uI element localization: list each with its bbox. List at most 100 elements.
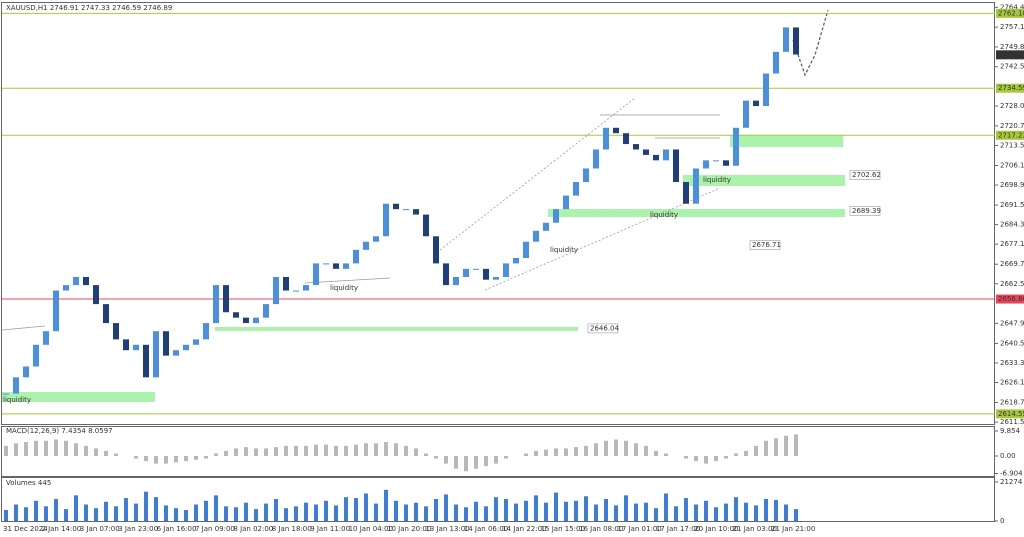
x-tick-label: 8 Jan 18:00 <box>272 525 312 533</box>
candle <box>593 149 599 169</box>
level-tag <box>996 294 1024 304</box>
bar <box>294 445 298 457</box>
candle <box>643 149 649 155</box>
candle <box>713 160 719 162</box>
bar <box>54 499 58 521</box>
x-tick-label: 10 Jan 04:00 <box>349 525 393 533</box>
price-panel <box>1 2 995 425</box>
bar <box>644 502 648 521</box>
x-tick-label: 21 Jan 03:00 <box>733 525 777 533</box>
bar <box>544 449 548 457</box>
bar <box>234 448 238 457</box>
bar <box>34 440 38 457</box>
bar <box>374 443 378 457</box>
candle <box>323 263 329 265</box>
y-tick-label: 2669.70 <box>1000 260 1024 268</box>
bar <box>184 456 188 462</box>
candle <box>743 100 749 128</box>
bar <box>434 456 438 459</box>
bar <box>744 450 748 457</box>
bar <box>184 510 188 521</box>
bar <box>64 440 68 457</box>
bar <box>624 440 628 457</box>
bar <box>694 456 698 462</box>
candle <box>353 249 359 264</box>
bar <box>74 443 78 457</box>
bar <box>614 505 618 521</box>
price-tag <box>587 323 619 334</box>
bar <box>484 506 488 521</box>
bar <box>654 508 658 521</box>
bar <box>104 450 108 457</box>
zone <box>215 327 578 331</box>
macd-panel <box>1 426 995 477</box>
candle <box>163 331 169 356</box>
bar <box>54 439 58 457</box>
candle <box>773 51 779 74</box>
bar <box>314 504 318 521</box>
y-tick-label: 2647.90 <box>1000 319 1024 327</box>
x-tick-label: 15 Jan 15:00 <box>541 525 585 533</box>
candle <box>693 168 699 204</box>
bar <box>224 450 228 457</box>
candle <box>193 339 199 345</box>
candle <box>243 317 249 324</box>
bar <box>344 445 348 457</box>
candle <box>283 276 289 291</box>
bar <box>774 499 778 521</box>
candle <box>513 257 519 264</box>
bar <box>464 456 468 472</box>
candle <box>313 263 319 286</box>
x-tick-label: 14 Jan 22:00 <box>502 525 546 533</box>
candle <box>663 149 669 161</box>
y-tick-label: 2749.80 <box>1000 43 1024 51</box>
bar <box>674 506 678 521</box>
bar <box>544 502 548 521</box>
candle <box>33 344 39 367</box>
bar <box>734 497 738 521</box>
bar <box>284 508 288 521</box>
bar <box>84 445 88 457</box>
y-tick-label: 2662.50 <box>1000 280 1024 288</box>
zone <box>730 135 843 147</box>
bar <box>4 445 8 457</box>
level-tag <box>996 130 1024 140</box>
price-tag <box>849 170 881 180</box>
bar <box>484 456 488 467</box>
candle <box>683 182 689 204</box>
candle <box>483 268 489 280</box>
channel-line <box>484 187 721 291</box>
bar <box>474 456 478 469</box>
candle <box>13 377 19 394</box>
bar <box>244 502 248 521</box>
candle <box>673 149 679 183</box>
level-label: 2762.18 <box>998 9 1024 17</box>
bar <box>614 439 618 457</box>
x-tick-label: 16 Jan 08:00 <box>579 525 623 533</box>
bar <box>604 440 608 457</box>
price-tag-label: 2676.71 <box>752 241 781 249</box>
bar <box>664 493 668 521</box>
candle <box>43 331 49 345</box>
y-tick-label: 2684.30 <box>1000 221 1024 229</box>
bar <box>414 502 418 521</box>
bar <box>354 498 358 521</box>
bar <box>164 505 168 521</box>
candle <box>233 312 239 318</box>
bar <box>454 456 458 469</box>
bar <box>94 448 98 457</box>
bar <box>14 504 18 521</box>
bar <box>454 504 458 521</box>
x-tick-label: 9 Jan 11:00 <box>310 525 350 533</box>
bar <box>564 448 568 457</box>
bar <box>764 499 768 521</box>
level-label: 2656.86 <box>998 295 1024 303</box>
x-tick-label: 2 Jan 14:00 <box>41 525 81 533</box>
candle <box>373 236 379 242</box>
bar <box>394 500 398 521</box>
candle <box>763 73 769 107</box>
candle <box>383 203 389 237</box>
candle <box>143 344 149 378</box>
bar <box>294 506 298 521</box>
x-tick-label: 14 Jan 06:00 <box>464 525 508 533</box>
